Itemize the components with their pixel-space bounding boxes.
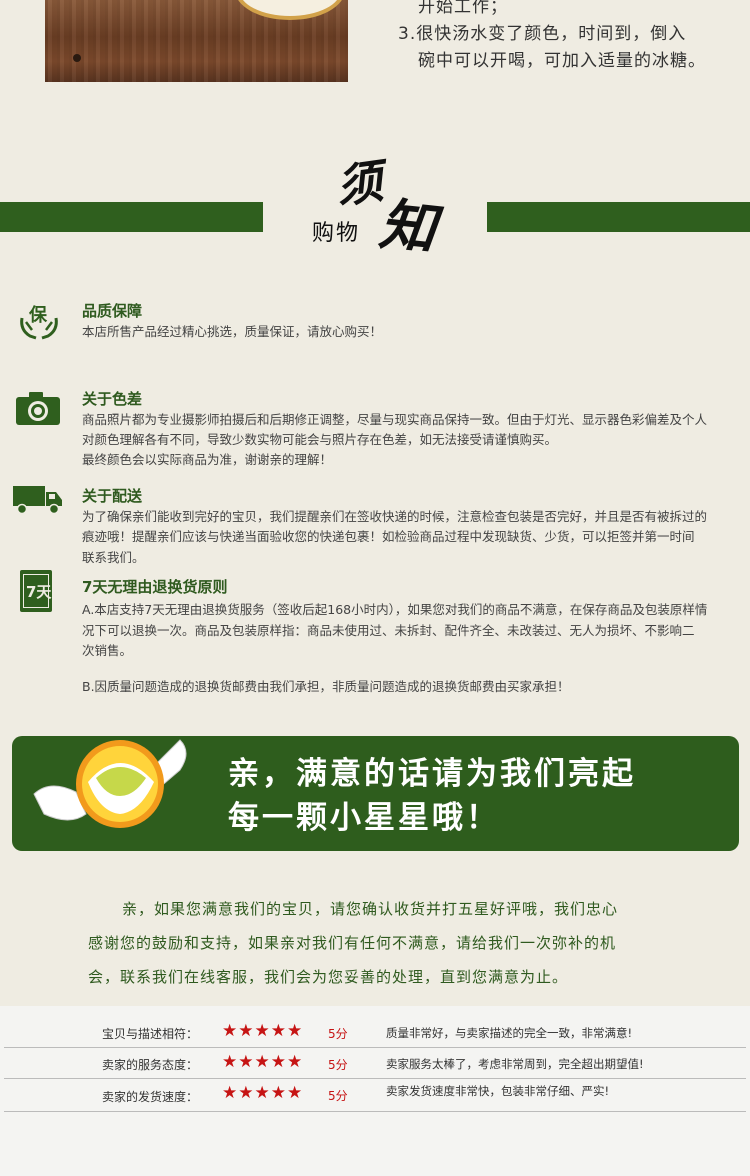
ratings-divider [4, 1111, 746, 1112]
section-color-line-2: 对颜色理解各有不同，导致少数实物可能会与照片存在色差，如无法接受请谨慎购买。 [82, 432, 558, 447]
rating-score: 5分 [328, 1058, 348, 1072]
rating-desc: 卖家发货速度非常快，包装非常仔细、严实! [386, 1084, 610, 1098]
rating-stars: ★★★★★ [222, 1021, 304, 1041]
step-line-c: 碗中可以开喝，可加入适量的冰糖。 [418, 51, 706, 71]
thank-you-message: 亲，如果您满意我们的宝贝，请您确认收货并打五星好评哦，我们忠心 感谢您的鼓励和支… [88, 892, 658, 994]
rating-desc: 卖家服务太棒了，考虑非常周到，完全超出期望值! [386, 1057, 644, 1071]
nail-image [73, 54, 81, 62]
section-return-line-2: 况下可以退换一次。商品及包装原样指：商品未使用过、未拆封、配件齐全、未改装过、无… [82, 623, 695, 638]
section-delivery-line-1: 为了确保亲们能收到完好的宝贝，我们提醒亲们在签收快递的时候，注意检查包装是否完好… [82, 509, 708, 524]
rating-score: 5分 [328, 1027, 348, 1041]
rating-label: 卖家的发货速度： [101, 1090, 198, 1104]
header-char-xu: 须 [332, 154, 386, 214]
section-return-line-3: 次销售。 [82, 643, 133, 658]
section-quality-line-1: 本店所售产品经过精心挑选，质量保证，请放心购买！ [82, 324, 383, 339]
ratings-table [0, 1006, 750, 1176]
rating-stars: ★★★★★ [222, 1052, 304, 1072]
rating-stars: ★★★★★ [222, 1083, 304, 1103]
section-color-title: 关于色差 [82, 390, 143, 408]
section-return-title: 7天无理由退换货原则 [82, 578, 228, 596]
header-char-zhi: 知 [376, 191, 439, 263]
mascot-icon [30, 734, 200, 834]
section-color-line-3: 最终颜色会以实际商品为准，谢谢亲的理解！ [82, 452, 333, 467]
header-band-left [0, 202, 263, 232]
message-line-2: 感谢您的鼓励和支持，如果亲对我们有任何不满意，请给我们一次弥补的机 [88, 934, 617, 952]
truck-icon [12, 484, 64, 516]
section-delivery-line-3: 联系我们。 [82, 550, 145, 565]
rating-label: 卖家的服务态度： [101, 1058, 198, 1072]
header-sub: 购物 [312, 221, 361, 246]
guarantee-icon-char: 保 [29, 305, 47, 326]
banner-line-2: 每一颗小星星哦！ [228, 800, 500, 836]
step-line-a: 开始工作； [418, 0, 508, 17]
banner-line-1: 亲，满意的话请为我们亮起 [228, 756, 636, 792]
section-quality-title: 品质保障 [82, 302, 143, 320]
seven-day-icon-text: 7天 [26, 583, 52, 601]
message-line-3: 会，联系我们在线客服，我们会为您妥善的处理，直到您满意为止。 [88, 968, 569, 986]
soup-photo [45, 0, 348, 82]
ratings-divider [4, 1047, 746, 1048]
ratings-divider [4, 1078, 746, 1079]
section-delivery-line-2: 痕迹哦！提醒亲们应该与快递当面验收您的快递包裹！如检验商品过程中发现缺货、少货，… [82, 529, 695, 544]
section-return-line-1: A.本店支持7天无理由退换货服务（签收后起168小时内），如果您对我们的商品不满… [82, 602, 708, 617]
message-line-1: 亲，如果您满意我们的宝贝，请您确认收货并打五星好评哦，我们忠心 [122, 900, 619, 918]
guarantee-hands-icon: 保 [18, 300, 60, 342]
rating-desc: 质量非常好，与卖家描述的完全一致，非常满意! [386, 1026, 633, 1040]
section-delivery-title: 关于配送 [82, 487, 143, 505]
section-color-line-1: 商品照片都为专业摄影师拍摄后和后期修正调整，尽量与现实商品保持一致。但由于灯光、… [82, 412, 708, 427]
camera-icon [15, 390, 61, 426]
seven-day-icon: 7天 [20, 570, 52, 612]
rating-label: 宝贝与描述相符： [101, 1027, 198, 1041]
rating-score: 5分 [328, 1089, 348, 1103]
header-band-right [487, 202, 750, 232]
step-line-b: 3.很快汤水变了颜色，时间到，倒入 [398, 24, 687, 44]
section-return-extra: B.因质量问题造成的退换货邮费由我们承担，非质量问题造成的退换货邮费由买家承担！ [82, 679, 570, 694]
banner-text: 亲，满意的话请为我们亮起 每一颗小星星哦！ [228, 752, 636, 840]
